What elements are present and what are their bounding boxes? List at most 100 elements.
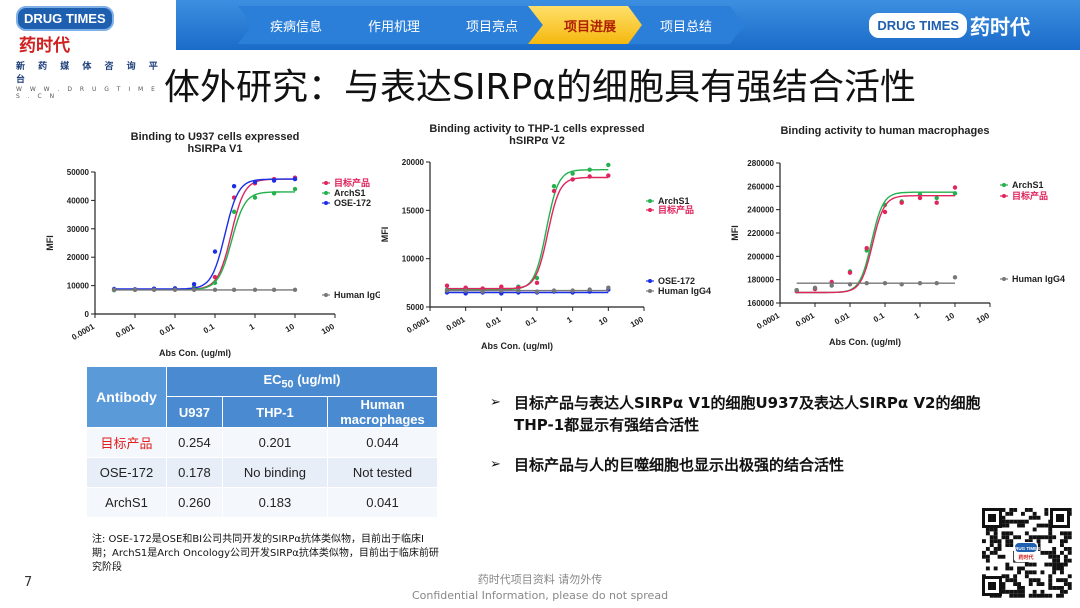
qr-module [1052, 550, 1057, 555]
qr-module [1048, 531, 1053, 536]
qr-module [1044, 511, 1049, 516]
data-point [252, 195, 258, 200]
y-axis-label: MFI [380, 227, 390, 243]
data-point [292, 287, 298, 293]
qr-module [1013, 578, 1018, 583]
qr-module [1048, 593, 1053, 598]
qr-module [1032, 593, 1037, 598]
qr-module [1036, 539, 1041, 544]
cell-u937: 0.260 [166, 487, 223, 518]
table-header-ec50: EC50 (ug/ml) [166, 366, 438, 397]
data-point [864, 245, 869, 251]
x-tick-label: 0.001 [114, 322, 136, 340]
data-point [899, 200, 904, 205]
y-tick-label: 50000 [67, 168, 90, 177]
tab-summary[interactable]: 项目总结 [628, 6, 744, 44]
data-point [172, 287, 178, 293]
nav-bar: 疾病信息 作用机理 项目亮点 项目进展 项目总结 DRUG TIMES 药时代 [176, 0, 1080, 50]
legend-label: OSE-172 [334, 198, 371, 208]
legend-marker [324, 191, 328, 195]
legend-label: 目标产品 [658, 204, 694, 215]
qr-module [1032, 578, 1037, 583]
qr-module [1063, 547, 1068, 551]
qr-module [1001, 523, 1006, 528]
data-point [191, 281, 197, 287]
qr-module [1056, 558, 1060, 563]
qr-module [1017, 589, 1021, 594]
x-tick-label: 100 [629, 315, 646, 330]
qr-module [1017, 582, 1021, 586]
legend-marker [648, 279, 652, 283]
qr-module [1067, 582, 1072, 586]
qr-module [1067, 531, 1072, 536]
data-point [534, 275, 540, 281]
qr-module [1063, 554, 1068, 559]
col-header-u937: U937 [166, 396, 223, 428]
data-point [794, 287, 799, 293]
qr-module [1056, 562, 1060, 567]
legend-label: ArchS1 [1012, 180, 1044, 190]
tab-mechanism[interactable]: 作用机理 [336, 6, 452, 44]
qr-module [1032, 570, 1037, 575]
data-point [252, 179, 258, 185]
qr-module [1056, 578, 1060, 583]
qr-module [997, 554, 1002, 559]
qr-module [1063, 531, 1068, 536]
data-point [463, 288, 468, 293]
data-point [231, 287, 237, 293]
qr-module [1048, 535, 1053, 540]
bullet-item: ➢ 目标产品与表达人SIRPα V1的细胞U937及表达人SIRPα V2的细胞… [490, 392, 1010, 436]
qr-module [1036, 547, 1041, 551]
data-point [606, 173, 611, 178]
qr-module [1028, 508, 1033, 512]
footer-line-en: Confidential Information, please do not … [411, 589, 669, 602]
qr-module [1060, 539, 1064, 544]
data-point [864, 280, 869, 286]
x-axis-label: Abs Con. (ug/ml) [159, 348, 231, 358]
x-tick-label: 0.001 [794, 311, 816, 329]
tab-disease-info[interactable]: 疾病信息 [238, 6, 354, 44]
qr-module [1067, 586, 1072, 590]
qr-module [1044, 550, 1049, 555]
series-curve [796, 195, 955, 294]
data-point [480, 289, 485, 294]
y-tick-label: 15000 [402, 206, 425, 215]
qr-module [1005, 539, 1010, 544]
qr-module [1021, 586, 1025, 590]
qr-module [1001, 508, 1006, 512]
qr-module [1036, 515, 1041, 520]
qr-module [1013, 508, 1018, 512]
qr-module [1017, 535, 1021, 540]
qr-module [1063, 558, 1068, 563]
qr-module [1052, 586, 1057, 590]
x-tick-label: 1 [913, 311, 922, 321]
data-point [252, 287, 258, 293]
x-tick-label: 0.01 [158, 322, 176, 338]
qr-module [1009, 578, 1014, 583]
qr-module [1063, 539, 1068, 544]
qr-module [1048, 578, 1053, 583]
qr-module [1067, 550, 1072, 555]
logo-url: W W W . D R U G T I M E S . C N [16, 86, 158, 100]
data-point [899, 282, 904, 287]
data-point [952, 191, 958, 196]
qr-module [1036, 543, 1041, 547]
tab-highlights[interactable]: 项目亮点 [434, 6, 550, 44]
data-point [587, 287, 592, 292]
confidential-footer: 药时代项目资料 请勿外传 Confidential Information, p… [0, 572, 1080, 604]
x-tick-label: 0.1 [524, 315, 539, 329]
qr-module [1005, 523, 1010, 528]
data-point [212, 287, 218, 293]
y-tick-label: 260000 [747, 182, 774, 191]
qr-module [1067, 535, 1072, 540]
data-point [882, 209, 888, 215]
data-point [587, 167, 592, 172]
x-tick-label: 10 [944, 311, 957, 324]
data-point [212, 280, 218, 285]
data-point [292, 176, 298, 182]
qr-module [1001, 554, 1006, 559]
qr-module [1009, 566, 1014, 571]
y-tick-label: 200000 [747, 252, 774, 261]
tab-progress[interactable]: 项目进展 [528, 6, 652, 44]
